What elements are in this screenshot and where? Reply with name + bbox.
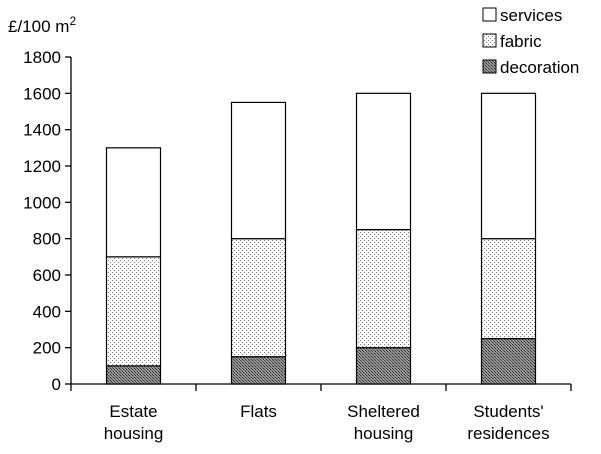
bar-fabric-3 [480, 238, 537, 340]
bars [105, 92, 537, 385]
bar-fabric-2 [355, 228, 412, 349]
bar-fabric-1 [230, 238, 287, 358]
y-tick-label: 1400 [23, 121, 61, 140]
bar-services-1 [230, 101, 287, 240]
bar-services-2 [355, 92, 412, 231]
x-category-label-line: Estate [109, 402, 157, 421]
bar-decoration-2 [355, 347, 412, 385]
x-category-label-line: Students' [473, 402, 543, 421]
y-tick-label: 600 [33, 266, 61, 285]
legend: services fabric decoration [482, 6, 579, 77]
y-tick-label: 1800 [23, 48, 61, 67]
y-tick-label: 800 [33, 230, 61, 249]
y-tick-label: 0 [52, 375, 61, 394]
y-tick-label: 1000 [23, 193, 61, 212]
legend-label-services: services [500, 6, 562, 25]
category-labels: Estate housing Flats Sheltered housing Studen… [104, 402, 550, 443]
y-tick-label: 200 [33, 339, 61, 358]
x-category-label: Students' residences [467, 402, 549, 443]
y-tick-label: 400 [33, 302, 61, 321]
y-axis-unit-label: £/100 m2 [8, 14, 76, 36]
x-category-label: Sheltered housing [347, 402, 420, 443]
y-tick-label: 1600 [23, 84, 61, 103]
x-category-label-line: Flats [240, 402, 277, 421]
legend-swatch-decoration [482, 59, 497, 74]
y-tick-label: 1200 [23, 157, 61, 176]
x-category-label-line: residences [467, 424, 549, 443]
bar-decoration-0 [105, 365, 162, 385]
x-category-label: Flats [240, 402, 277, 421]
x-category-label-line: Sheltered [347, 402, 420, 421]
legend-label-fabric: fabric [500, 32, 542, 51]
bar-services-0 [105, 147, 162, 258]
bar-services-3 [480, 92, 537, 240]
x-category-label-line: housing [104, 424, 164, 443]
x-category-label: Estate housing [104, 402, 164, 443]
y-axis: 0 200 400 600 800 1000 1200 1400 1600 1800 [23, 48, 72, 394]
x-axis [70, 383, 572, 391]
legend-label-decoration: decoration [500, 58, 579, 77]
bar-decoration-1 [230, 356, 287, 385]
x-category-label-line: housing [354, 424, 414, 443]
legend-swatch-services [482, 7, 497, 22]
bar-decoration-3 [480, 337, 537, 385]
legend-swatch-fabric [482, 33, 497, 48]
bar-fabric-0 [105, 256, 162, 367]
